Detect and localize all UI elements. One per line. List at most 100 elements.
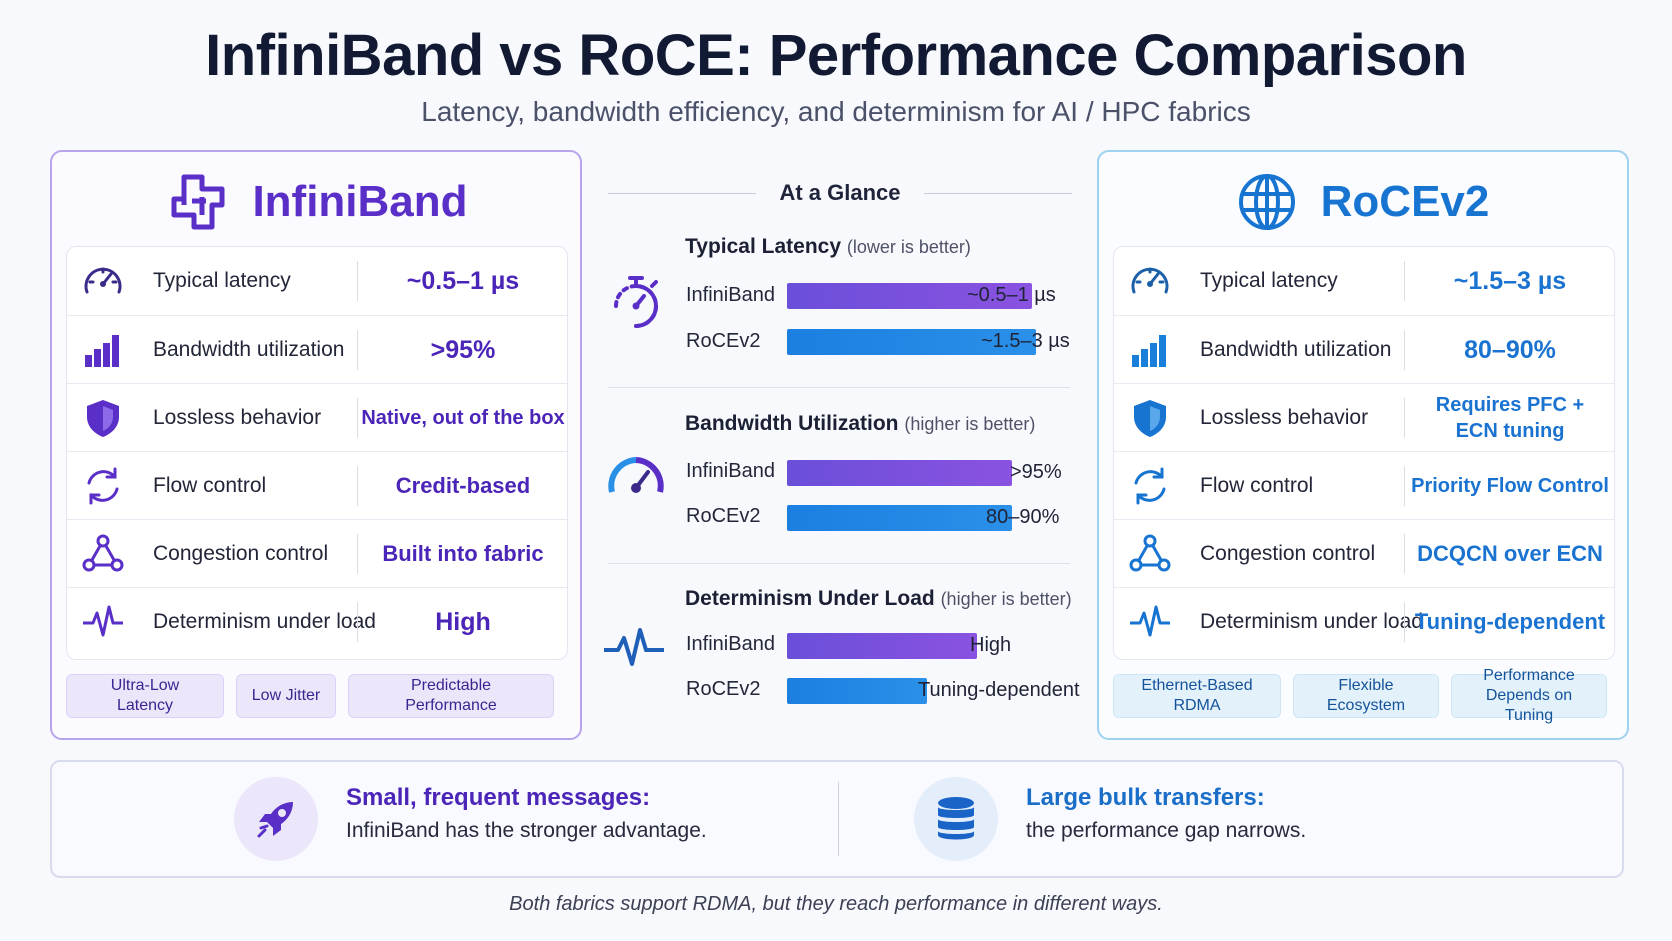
- tag-performance-line2: Depends on Tuning: [1485, 687, 1573, 724]
- determinism-ib-value: High: [970, 634, 1012, 656]
- rc-value-bandwidth: 80–90%: [1464, 336, 1556, 364]
- bottom-divider: [838, 782, 839, 856]
- ib-value-flow: Credit-based: [395, 473, 531, 498]
- rc-value-lossless-line1: Requires PFC +: [1435, 394, 1585, 416]
- bar-chart-icon: [85, 335, 119, 367]
- ib-row-latency: Typical latency ~0.5–1 µs: [67, 247, 567, 315]
- roce-table: Typical latency ~1.5–3 µs Bandwidth util…: [1113, 246, 1615, 660]
- bandwidth-title: Bandwidth Utilization: [685, 412, 899, 435]
- ib-row-determinism: Determinism under load High: [67, 587, 567, 655]
- infiniband-tags: Ultra-Low Latency Low Jitter Predictable…: [66, 674, 570, 722]
- ib-label-congestion: Congestion control: [153, 542, 329, 565]
- database-icon: [938, 797, 974, 840]
- latency-rc-value: ~1.5–3 µs: [981, 330, 1070, 352]
- shield-icon: [1134, 400, 1166, 437]
- rc-value-flow: Priority Flow Control: [1411, 475, 1609, 497]
- database-badge: [914, 777, 998, 861]
- ib-value-lossless: Native, out of the box: [361, 407, 565, 429]
- latency-ib-bar: [787, 283, 1032, 309]
- ib-row-bandwidth: Bandwidth utilization >95%: [67, 315, 567, 383]
- small-messages-text: InfiniBand has the stronger advantage.: [346, 819, 707, 842]
- rc-value-determinism: Tuning-dependent: [1414, 609, 1606, 634]
- roce-header: RoCEv2: [1099, 166, 1627, 238]
- refresh-icon: [1134, 467, 1166, 505]
- infiniband-header: InfiniBand: [52, 166, 580, 238]
- network-icon: [82, 534, 124, 572]
- rc-row-lossless: Lossless behavior Requires PFC + ECN tun…: [1114, 383, 1614, 451]
- gauge-icon: [84, 267, 122, 294]
- rc-value-lossless-line2: ECN tuning: [1455, 420, 1565, 442]
- ib-label-determinism: Determinism under load: [153, 610, 376, 633]
- ib-value-congestion: Built into fabric: [382, 541, 544, 566]
- ib-row-lossless: Lossless behavior Native, out of the box: [67, 383, 567, 451]
- glance-line-right: [924, 193, 1072, 194]
- tag-ultra-low-latency: Ultra-Low Latency: [66, 674, 224, 718]
- bandwidth-rc-label: RoCEv2: [686, 505, 761, 527]
- determinism-rc-bar: [787, 678, 927, 704]
- rc-value-congestion: DCQCN over ECN: [1417, 541, 1603, 566]
- ib-label-lossless: Lossless behavior: [153, 406, 322, 429]
- rc-row-congestion: Congestion control DCQCN over ECN: [1114, 519, 1614, 587]
- pulse-icon: [1130, 605, 1170, 637]
- glance-line-left: [608, 193, 756, 194]
- tag-performance-line1: Performance: [1483, 667, 1575, 684]
- roce-panel: RoCEv2 Typical latency ~1.5–3 µs Bandwid…: [1097, 150, 1629, 740]
- rc-label-flow: Flow control: [1200, 474, 1314, 497]
- rc-value-lossless: Requires PFC + ECN tuning: [1406, 384, 1614, 452]
- tag-low-jitter: Low Jitter: [236, 674, 336, 718]
- latency-ib-label: InfiniBand: [686, 284, 775, 306]
- roce-title: RoCEv2: [1320, 177, 1490, 226]
- divider-1: [608, 387, 1070, 388]
- rocket-badge: [234, 777, 318, 861]
- ib-value-determinism: High: [435, 608, 491, 636]
- tag-flexible-ecosystem: Flexible Ecosystem: [1293, 674, 1439, 718]
- globe-icon: [1238, 174, 1295, 230]
- rc-label-determinism: Determinism under load: [1200, 610, 1423, 633]
- gauge-icon: [1131, 267, 1169, 294]
- bandwidth-rc-bar: [787, 505, 1012, 531]
- rc-row-determinism: Determinism under load Tuning-dependent: [1114, 587, 1614, 655]
- speedometer-icon: [608, 457, 664, 493]
- network-icon: [1129, 534, 1171, 572]
- rc-row-bandwidth: Bandwidth utilization 80–90%: [1114, 315, 1614, 383]
- pulse-icon: [83, 605, 123, 637]
- latency-note: (lower is better): [846, 237, 971, 257]
- determinism-ib-label: InfiniBand: [686, 633, 775, 655]
- tag-predictable-performance: Predictable Performance: [348, 674, 554, 718]
- determinism-title: Determinism Under Load: [685, 587, 935, 610]
- bottom-summary: Small, frequent messages: InfiniBand has…: [50, 760, 1624, 878]
- shield-icon: [87, 400, 119, 437]
- rc-label-congestion: Congestion control: [1200, 542, 1376, 565]
- bulk-transfers-text: the performance gap narrows.: [1026, 819, 1307, 842]
- stopwatch-icon: [614, 276, 659, 328]
- small-messages-title: Small, frequent messages:: [346, 784, 651, 811]
- rc-label-latency: Typical latency: [1200, 269, 1338, 292]
- latency-rc-bar: [787, 329, 1036, 355]
- page-title: InfiniBand vs RoCE: Performance Comparis…: [205, 23, 1467, 88]
- bandwidth-ib-value: >95%: [1010, 461, 1062, 483]
- glance-heading: At a Glance: [779, 180, 901, 205]
- ib-value-latency: ~0.5–1 µs: [406, 267, 520, 295]
- latency-title: Typical Latency: [685, 235, 842, 258]
- bandwidth-note: (higher is better): [904, 414, 1036, 434]
- bandwidth-rc-value: 80–90%: [986, 506, 1060, 528]
- page-subtitle: Latency, bandwidth efficiency, and deter…: [421, 96, 1251, 127]
- ib-label-flow: Flow control: [153, 474, 267, 497]
- determinism-rc-label: RoCEv2: [686, 678, 761, 700]
- determinism-ib-bar: [787, 633, 977, 659]
- infiniband-table: Typical latency ~0.5–1 µs Bandwidth util…: [66, 246, 568, 660]
- ib-value-bandwidth: >95%: [430, 336, 496, 364]
- latency-ib-value: ~0.5–1 µs: [967, 284, 1056, 306]
- determinism-note: (higher is better): [940, 589, 1072, 609]
- ib-label-latency: Typical latency: [153, 269, 291, 292]
- bandwidth-section-title: Bandwidth Utilization (higher is better): [685, 412, 1035, 436]
- infiniband-title: InfiniBand: [252, 177, 468, 226]
- pulse-icon: [604, 628, 664, 666]
- infiniband-panel: InfiniBand Typical latency ~0.5–1 µs Ban…: [50, 150, 582, 740]
- refresh-icon: [87, 467, 119, 505]
- rc-label-lossless: Lossless behavior: [1200, 406, 1369, 429]
- latency-rc-label: RoCEv2: [686, 330, 761, 352]
- infiniband-logo-icon: [171, 174, 225, 230]
- rc-row-flow: Flow control Priority Flow Control: [1114, 451, 1614, 519]
- bar-chart-icon: [1132, 335, 1166, 367]
